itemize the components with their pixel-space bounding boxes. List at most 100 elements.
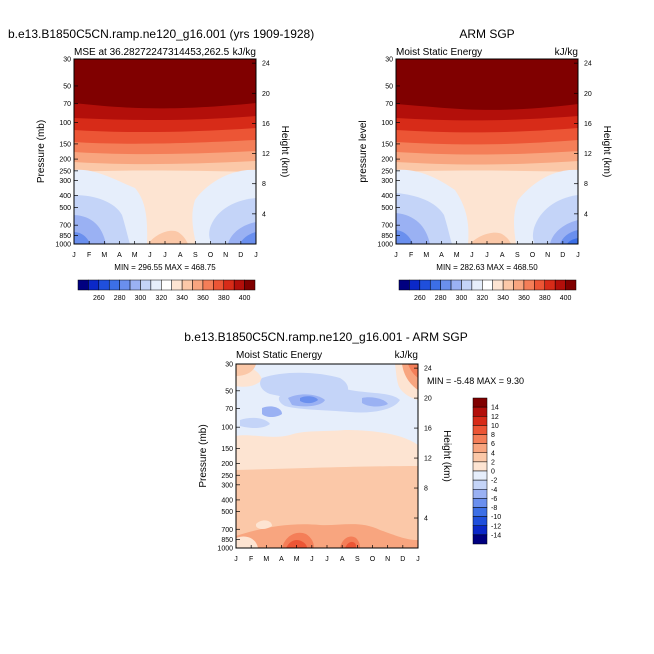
colorbar-swatch (192, 279, 204, 291)
x-tick-label: M (263, 556, 269, 563)
colorbar-label: 400 (560, 295, 572, 302)
colorbar-swatch (398, 279, 410, 291)
colorbar-swatch (140, 279, 152, 291)
y-tick-label: 500 (381, 205, 393, 212)
y-tick-label: 850 (221, 537, 233, 544)
colorbar-swatch (492, 279, 504, 291)
colorbar-label: 280 (114, 295, 126, 302)
y-tick-label: 300 (381, 178, 393, 185)
x-tick-label: O (530, 252, 536, 259)
colorbar-swatch (472, 452, 488, 463)
y-axis-label: pressure level (358, 120, 369, 182)
right-tick-label: 24 (584, 61, 592, 68)
colorbar-label: 0 (491, 469, 495, 476)
colorbar-swatch (150, 279, 162, 291)
panel-obs-title: ARM SGP (459, 27, 514, 41)
colorbar-swatch (482, 279, 493, 291)
colorbar-label: -6 (491, 496, 497, 503)
x-tick-label: A (500, 252, 505, 259)
colorbar-label: 320 (476, 295, 488, 302)
colorbar-swatch (472, 507, 488, 517)
panel-diff-subtitle-right: kJ/kg (395, 350, 418, 361)
colorbar-label: 340 (497, 295, 509, 302)
colorbar-swatch (429, 279, 441, 291)
x-tick-label: J (148, 252, 152, 259)
colorbar-label: -2 (491, 478, 497, 485)
panel-obs-subtitle-left: Moist Static Energy (396, 47, 482, 58)
x-tick-label: A (340, 556, 345, 563)
x-tick-label: J (234, 556, 238, 563)
colorbar-label: 280 (435, 295, 447, 302)
x-tick-label: A (439, 252, 444, 259)
y-tick-label: 1000 (217, 546, 233, 553)
panel-diff-plot (235, 363, 419, 549)
y-tick-label: 250 (221, 473, 233, 480)
colorbar-label: 400 (239, 295, 251, 302)
colorbar-swatch (461, 279, 473, 291)
panel-model-subtitle-left: MSE at 36.28272247314453,262.5 (74, 47, 230, 58)
right-tick-label: 16 (424, 426, 432, 433)
colorbar-swatch (223, 279, 235, 291)
x-tick-label: J (325, 556, 329, 563)
colorbar-swatch (472, 470, 488, 481)
y-tick-label: 500 (59, 205, 71, 212)
right-tick-label: 4 (262, 211, 266, 218)
right-tick-label: 12 (262, 151, 270, 158)
x-tick-label: J (310, 556, 314, 563)
x-tick-label: N (223, 252, 228, 259)
colorbar-swatch (472, 525, 488, 536)
colorbar-label: -12 (491, 523, 501, 530)
y-tick-label: 850 (381, 233, 393, 240)
y-tick-label: 50 (225, 388, 233, 395)
colorbar-label: 300 (456, 295, 468, 302)
x-tick-label: M (454, 252, 460, 259)
colorbar-swatch (513, 279, 525, 291)
colorbar-swatch (472, 397, 488, 408)
y-tick-label: 70 (225, 406, 233, 413)
y-tick-label: 150 (221, 446, 233, 453)
colorbar-swatch (472, 516, 488, 526)
panel-model-plot (73, 58, 257, 245)
y-tick-label: 100 (221, 425, 233, 432)
panel-obs-axes: J F M A M J J A S O N D J 30 50 70 100 150 200 250 300 400 500… (358, 57, 612, 260)
colorbar-swatch (419, 279, 431, 291)
colorbar-swatch (472, 406, 488, 417)
x-tick-label: A (117, 252, 122, 259)
colorbar-swatch (472, 443, 488, 453)
y-tick-label: 250 (381, 168, 393, 175)
y-tick-label: 300 (221, 482, 233, 489)
panel-model-subtitle-right: kJ/kg (233, 47, 256, 58)
x-tick-label: M (101, 252, 107, 259)
colorbar-label: -14 (491, 532, 501, 539)
panel-diff: b.e13.B1850C5CN.ramp.ne120_g16.001 - ARM… (184, 330, 524, 563)
y-tick-label: 50 (63, 83, 71, 90)
colorbar-swatch (171, 279, 183, 291)
colorbar-label: 10 (491, 423, 499, 430)
x-tick-label: J (576, 252, 580, 259)
x-tick-label: F (249, 556, 253, 563)
x-tick-label: F (87, 252, 91, 259)
colorbar-label: 320 (155, 295, 167, 302)
right-tick-label: 20 (262, 91, 270, 98)
colorbar-label: 260 (93, 295, 105, 302)
x-tick-label: N (545, 252, 550, 259)
right-tick-label: 8 (262, 181, 266, 188)
x-tick-label: J (394, 252, 398, 259)
y-tick-label: 70 (63, 101, 71, 108)
colorbar-label: 2 (491, 459, 495, 466)
colorbar-swatch (472, 434, 488, 444)
y-tick-label: 100 (381, 120, 393, 127)
y-tick-label: 200 (59, 157, 71, 164)
right-tick-label: 12 (424, 456, 432, 463)
colorbar-swatch (450, 279, 462, 291)
panel-diff-subtitle-left: Moist Static Energy (236, 350, 322, 361)
y-tick-label: 1000 (55, 242, 71, 249)
colorbar-swatch (129, 279, 141, 291)
colorbar-label: 360 (197, 295, 209, 302)
panel-model-stats: MIN = 296.55 MAX = 468.75 (114, 263, 216, 272)
y-axis-label: Pressure (mb) (198, 424, 209, 487)
colorbar-label: -10 (491, 514, 501, 521)
colorbar-swatch (88, 279, 100, 291)
colorbar-label: 340 (176, 295, 188, 302)
x-tick-label: O (208, 252, 214, 259)
